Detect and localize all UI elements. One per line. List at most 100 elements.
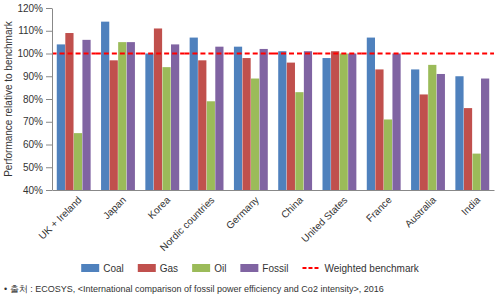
bar [304, 51, 312, 190]
y-tick: 100% [17, 48, 52, 59]
bar [340, 54, 348, 191]
chart: 40%50%60%70%80%90%100%110%120%UK + Irela… [0, 0, 500, 300]
y-tick-mark [46, 190, 52, 191]
legend-swatch [192, 264, 210, 272]
bar [162, 67, 170, 190]
bar [57, 44, 65, 190]
x-tick-label: India [459, 194, 482, 217]
y-tick-label: 60% [23, 139, 43, 150]
y-tick: 110% [18, 25, 52, 36]
y-tick: 60% [23, 139, 52, 150]
bar [384, 119, 392, 190]
x-tick-label: China [279, 194, 306, 221]
x-tick: United States [299, 194, 349, 244]
bar [331, 51, 339, 190]
bar [348, 54, 356, 191]
bar [65, 33, 73, 190]
bar [481, 79, 489, 190]
legend-item: Gas [138, 263, 178, 274]
x-tick-label: Nordic countries [158, 194, 217, 253]
x-tick: India [459, 194, 482, 217]
y-tick: 80% [23, 94, 52, 105]
bar [392, 54, 400, 191]
y-tick-mark [46, 99, 52, 100]
benchmark-line [96, 53, 140, 55]
x-tick-label: United States [299, 194, 349, 244]
bar [295, 92, 303, 190]
benchmark-line [406, 53, 450, 55]
legend-item: Weighted benchmark [302, 263, 419, 274]
bar [260, 49, 268, 190]
y-tick-label: 70% [23, 116, 43, 127]
y-tick-mark [46, 145, 52, 146]
x-tick: China [279, 194, 306, 221]
legend-swatch [302, 267, 320, 269]
x-tick: Germany [224, 194, 261, 231]
bar [455, 76, 463, 190]
x-tick-label: Germany [224, 194, 261, 231]
bar [234, 47, 242, 190]
legend-item: Fossil [240, 263, 288, 274]
y-tick: 40% [23, 185, 52, 196]
x-tick-label: Japan [101, 194, 128, 221]
x-tick: France [364, 194, 394, 224]
bar [437, 74, 445, 190]
benchmark-line [229, 53, 273, 55]
bar [251, 79, 259, 190]
y-tick-mark [46, 54, 52, 55]
x-tick: Korea [146, 194, 173, 221]
y-tick-mark [46, 8, 52, 9]
source-note: • 출처 : ECOSYS, <International comparison… [4, 284, 384, 294]
y-tick-label: 80% [23, 94, 43, 105]
bar [287, 63, 295, 190]
bar [145, 54, 153, 191]
legend: Coal Gas Oil Fossil Weighted benchmark [81, 263, 420, 274]
legend-item: Coal [81, 263, 124, 274]
legend-label: Fossil [262, 263, 288, 274]
x-axis-line [53, 190, 495, 191]
bar [242, 58, 250, 190]
benchmark-line [184, 53, 228, 55]
y-tick: 50% [23, 162, 52, 173]
y-tick-label: 110% [18, 25, 43, 36]
bar [411, 69, 419, 190]
benchmark-line [52, 53, 96, 55]
bar [464, 108, 472, 190]
x-tick: Japan [101, 194, 128, 221]
legend-label: Gas [160, 263, 178, 274]
bar [420, 94, 428, 190]
benchmark-line [317, 53, 361, 55]
y-tick-label: 90% [23, 71, 43, 82]
y-axis-title: Performance relative to benchmark [3, 20, 14, 177]
legend-label: Weighted benchmark [324, 263, 419, 274]
y-tick-label: 100% [17, 48, 43, 59]
bar [190, 38, 198, 190]
x-tick-label: Korea [146, 194, 173, 221]
bar [375, 69, 383, 190]
y-tick: 90% [23, 71, 52, 82]
bar [215, 47, 223, 190]
bar [118, 42, 126, 190]
x-tick-label: Australia [403, 194, 439, 230]
legend-swatch [240, 264, 258, 272]
legend-item: Oil [192, 263, 226, 274]
benchmark-line [140, 53, 184, 55]
x-tick: Nordic countries [158, 194, 217, 253]
bar [207, 101, 215, 190]
legend-swatch [81, 264, 99, 272]
bar [428, 65, 436, 190]
bar [198, 60, 206, 190]
x-tick-label: UK + Ireland [36, 194, 83, 241]
y-tick-mark [46, 122, 52, 123]
bar [367, 38, 375, 190]
benchmark-line [273, 53, 317, 55]
benchmark-line [450, 53, 494, 55]
y-tick-mark [46, 167, 52, 168]
marks [52, 22, 494, 190]
y-axis: 40%50%60%70%80%90%100%110%120% [17, 3, 52, 196]
legend-swatch [138, 264, 156, 272]
legend-label: Coal [103, 263, 124, 274]
legend-label: Oil [214, 263, 226, 274]
bar [472, 154, 480, 190]
x-tick: UK + Ireland [36, 194, 83, 241]
